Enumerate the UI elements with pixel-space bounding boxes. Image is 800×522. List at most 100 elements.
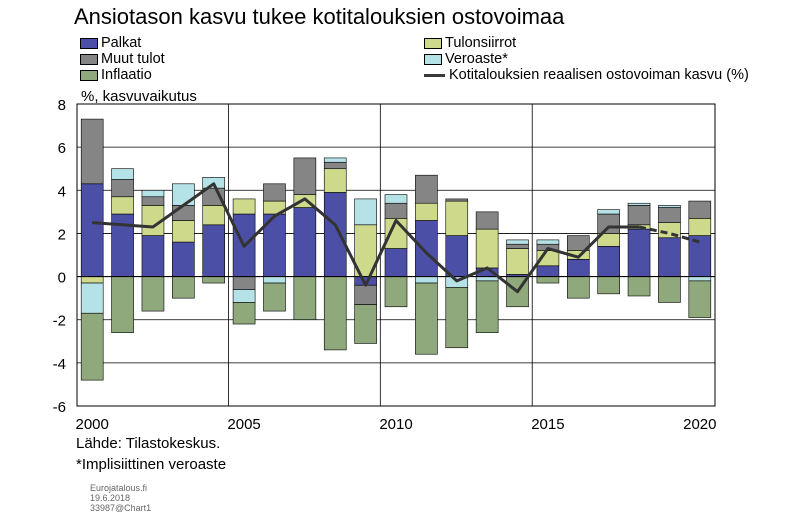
source-note: Lähde: Tilastokeskus. (76, 435, 221, 452)
bar-muut-tulot-2013 (475, 211, 499, 230)
bar-palkat-2008 (323, 192, 347, 277)
bar-inflaatio-2017 (597, 276, 620, 295)
bar-veroaste-2010 (384, 194, 408, 204)
y-tick-label-8: 8 (58, 97, 66, 114)
bar-inflaatio-2011 (415, 282, 438, 355)
bar-palkat-2010 (384, 248, 408, 277)
legend-label-muut-tulot: Muut tulot (101, 51, 165, 67)
legend-swatch-palkat (80, 37, 98, 49)
bar-veroaste-2003 (172, 183, 195, 206)
legend-swatch-veroaste (424, 53, 442, 65)
bar-inflaatio-2020 (688, 280, 712, 318)
bar-palkat-2018 (627, 228, 651, 277)
bar-tulonsiirrot-2008 (323, 168, 347, 193)
bar-muut-tulot-2019 (658, 207, 681, 223)
bar-tulonsiirrot-2001 (111, 196, 134, 215)
legend-swatch-muut-tulot (80, 53, 98, 65)
y-axis-label: %, kasvuvaikutus (81, 88, 197, 105)
x-tick-label-2020: 2020 (683, 416, 716, 433)
purchasing-power-line (92, 182, 640, 294)
bar-palkat-2012 (445, 235, 469, 277)
legend-label-inflaatio: Inflaatio (101, 67, 152, 83)
bar-palkat-2003 (172, 241, 195, 277)
bar-inflaatio-2009 (354, 304, 377, 344)
bar-muut-tulot-2011 (415, 174, 438, 204)
bar-palkat-2015 (536, 265, 560, 277)
bar-muut-tulot-2016 (566, 235, 590, 251)
bar-inflaatio-2012 (445, 287, 469, 349)
y-tick-label-2: 2 (58, 226, 66, 243)
legend-inflaatio: Inflaatio (80, 67, 152, 83)
y-tick-label-neg2: -2 (53, 313, 66, 330)
bar-inflaatio-2000 (80, 312, 104, 381)
chart-id-label: 33987@Chart1 (90, 503, 152, 513)
bar-muut-tulot-2014 (506, 243, 529, 249)
bar-inflaatio-2018 (627, 276, 651, 297)
bar-inflaatio-2019 (658, 276, 681, 303)
bar-palkat-2007 (293, 207, 317, 277)
bar-tulonsiirrot-2003 (172, 220, 195, 243)
x-tick-label-2005: 2005 (227, 416, 260, 433)
bar-muut-tulot-2017 (597, 213, 620, 234)
bar-tulonsiirrot-2004 (202, 205, 226, 226)
tax-footnote: *Implisiittinen veroaste (76, 456, 227, 473)
bar-muut-tulot-2009 (354, 284, 377, 305)
y-tick-label-4: 4 (58, 183, 66, 200)
bar-muut-tulot-2020 (688, 200, 712, 219)
bar-muut-tulot-2000 (80, 118, 104, 185)
y-tick-label-6: 6 (58, 140, 66, 157)
x-tick-label-2000: 2000 (76, 416, 109, 433)
bar-inflaatio-2007 (293, 276, 317, 321)
bar-inflaatio-2004 (202, 276, 226, 284)
bar-veroaste-2011 (415, 276, 438, 284)
bar-tulonsiirrot-2012 (445, 200, 469, 236)
legend-label-palkat: Palkat (101, 35, 142, 51)
y-tick-label-neg4: -4 (53, 356, 66, 373)
bar-inflaatio-2010 (384, 276, 408, 308)
bar-inflaatio-2016 (566, 276, 590, 299)
bar-inflaatio-2013 (475, 280, 499, 333)
legend-swatch-line (424, 73, 445, 77)
legend-muut-tulot: Muut tulot (80, 51, 165, 67)
legend-tulonsiirrot: Tulonsiirrot (424, 35, 516, 51)
bar-veroaste-2008 (323, 157, 347, 163)
bar-veroaste-2015 (536, 239, 560, 245)
bar-veroaste-2001 (111, 168, 134, 180)
bar-muut-tulot-2005 (232, 276, 256, 290)
legend-label-veroaste: Veroaste* (445, 51, 508, 67)
bar-muut-tulot-2003 (172, 205, 195, 221)
legend-label-line: Kotitalouksien reaalisen ostovoiman kasv… (449, 67, 749, 83)
bar-muut-tulot-2018 (627, 205, 651, 226)
bar-inflaatio-2005 (232, 302, 256, 325)
bar-veroaste-2020 (688, 276, 712, 282)
bar-tulonsiirrot-2000 (80, 276, 104, 284)
legend-swatch-tulonsiirrot (424, 37, 442, 49)
legend-swatch-inflaatio (80, 69, 98, 81)
bar-muut-tulot-2008 (323, 161, 347, 170)
legend-label-tulonsiirrot: Tulonsiirrot (445, 35, 517, 51)
bar-muut-tulot-2007 (293, 157, 317, 195)
bar-inflaatio-2006 (263, 282, 286, 312)
bar-inflaatio-2002 (141, 276, 165, 312)
bar-tulonsiirrot-2005 (232, 198, 256, 215)
bar-veroaste-2005 (232, 289, 256, 303)
bar-veroaste-2000 (80, 282, 104, 314)
bar-veroaste-2013 (475, 276, 499, 282)
y-tick-label-0: 0 (58, 270, 66, 287)
bar-palkat-2002 (141, 235, 165, 277)
plot-frame (76, 103, 716, 407)
bar-tulonsiirrot-2020 (688, 218, 712, 236)
date-label: 19.6.2018 (90, 493, 131, 503)
publisher-label: Eurojatalous.fi (90, 483, 148, 493)
bar-muut-tulot-2012 (445, 198, 469, 202)
bar-veroaste-2009 (354, 198, 377, 226)
bar-veroaste-2006 (263, 276, 286, 284)
bar-tulonsiirrot-2011 (415, 202, 438, 221)
legend-line: Kotitalouksien reaalisen ostovoiman kasv… (424, 67, 749, 83)
bar-palkat-2019 (658, 237, 681, 277)
bar-palkat-2000 (80, 183, 104, 277)
y-tick-label-neg6: -6 (53, 399, 66, 416)
bar-tulonsiirrot-2013 (475, 228, 499, 269)
bar-veroaste-2018 (627, 202, 651, 206)
